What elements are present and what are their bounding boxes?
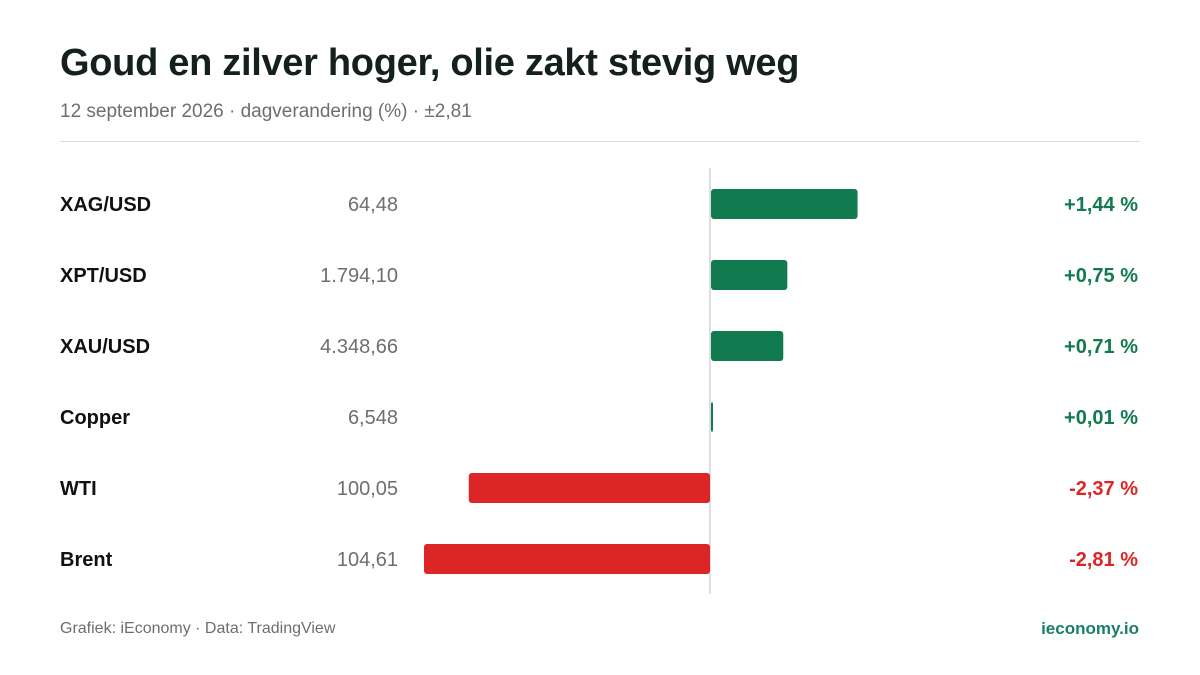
bar xyxy=(711,402,713,432)
category-label: XAG/USD xyxy=(60,194,151,216)
bar xyxy=(711,189,858,219)
price-label: 1.794,10 xyxy=(320,265,398,287)
price-label: 104,61 xyxy=(337,549,398,571)
price-label: 6,548 xyxy=(348,407,398,429)
footer-brand-link[interactable]: ieconomy.io xyxy=(1041,619,1139,638)
price-label: 64,48 xyxy=(348,194,398,216)
category-label: XAU/USD xyxy=(60,336,150,358)
footer-source: Grafiek: iEconomy · Data: TradingView xyxy=(60,620,336,637)
bar xyxy=(468,473,710,503)
category-label: WTI xyxy=(60,478,97,500)
bar xyxy=(424,544,710,574)
price-label: 4.348,66 xyxy=(320,336,398,358)
chart-subtitle: 12 september 2026 · dagverandering (%) ·… xyxy=(60,101,472,122)
bar xyxy=(711,331,784,361)
category-label: Copper xyxy=(60,407,130,429)
category-label: Brent xyxy=(60,549,113,571)
value-label: -2,81 % xyxy=(1069,549,1138,571)
chart-title: Goud en zilver hoger, olie zakt stevig w… xyxy=(60,42,800,84)
value-label: +0,01 % xyxy=(1064,407,1138,429)
value-label: +0,75 % xyxy=(1064,265,1138,287)
value-label: +0,71 % xyxy=(1064,336,1138,358)
header-divider xyxy=(60,141,1140,142)
category-label: XPT/USD xyxy=(60,265,147,287)
price-label: 100,05 xyxy=(337,478,398,500)
value-label: +1,44 % xyxy=(1064,194,1138,216)
value-label: -2,37 % xyxy=(1069,478,1138,500)
bar xyxy=(711,260,788,290)
